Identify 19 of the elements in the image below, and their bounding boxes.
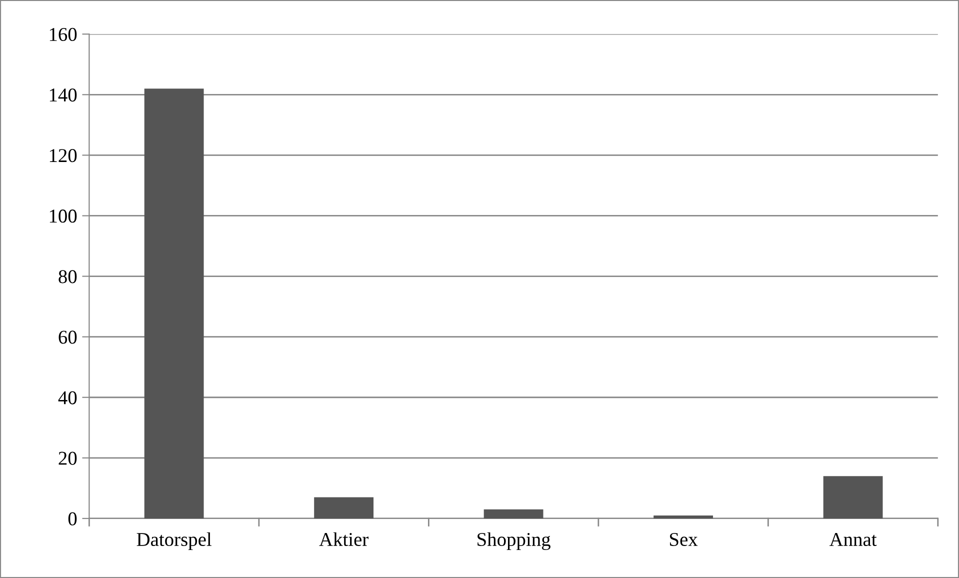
bar	[823, 476, 883, 518]
bar	[654, 515, 713, 518]
x-tick-label: Annat	[829, 533, 877, 546]
y-tick-label: 140	[50, 88, 77, 102]
y-tick-label: 0	[68, 512, 77, 526]
x-tick-label: Shopping	[478, 532, 550, 550]
y-tick-label: 100	[50, 210, 77, 223]
y-tick-label: 20	[58, 452, 77, 465]
y-tick-label: 60	[58, 330, 77, 344]
x-tick-label: Datorspel	[136, 532, 212, 550]
y-tick-label: 160	[50, 28, 77, 42]
x-tick-label: Aktier	[319, 532, 368, 546]
y-tick-label: 120	[50, 149, 77, 162]
bar	[144, 88, 204, 518]
x-tick-label: Sex	[670, 532, 698, 546]
bar	[314, 497, 374, 518]
bar	[484, 509, 544, 518]
y-tick-label: 80	[58, 270, 77, 284]
y-tick-label: 40	[58, 391, 77, 404]
